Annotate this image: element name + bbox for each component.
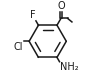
Text: Cl: Cl [14,42,23,52]
Text: O: O [57,1,65,11]
Text: F: F [30,10,36,20]
Text: NH₂: NH₂ [60,62,79,72]
